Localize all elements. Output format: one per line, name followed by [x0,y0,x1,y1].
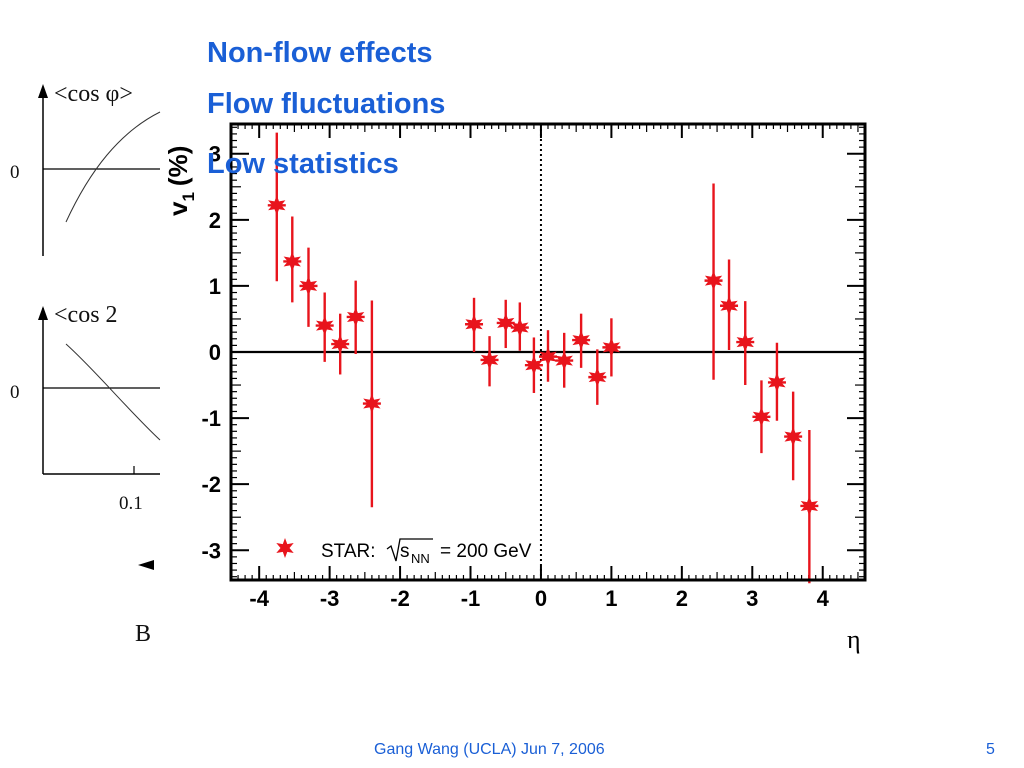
bg-mid-arrow-icon [38,306,48,320]
x-tick-label: 2 [676,586,688,611]
y-tick-label: -2 [201,472,221,497]
y-tick-label: -3 [201,538,221,563]
y-tick-label: 3 [209,142,221,167]
svg-text:v1(%): v1 (%) [163,146,198,216]
bg-bottom-letter: B [135,621,151,647]
x-tick-label: -1 [461,586,481,611]
data-point [572,330,590,351]
bg-top-curve [65,111,161,223]
y-label-unit: (%) [163,146,193,186]
data-point [768,372,786,393]
bullet-flow-fluctuations: Flow fluctuations [207,88,446,120]
data-point [720,295,738,316]
bg-mid-x-tick-label: 0.1 [119,493,143,514]
tick-labels: -4 -3 -2 -1 0 1 2 3 4 -3 -2 -1 0 1 2 3 [201,142,829,611]
data-point [480,349,499,370]
x-tick-label: 4 [817,586,830,611]
data-point [555,350,573,371]
legend-marker-icon [276,538,294,558]
data-point [752,406,771,427]
legend-label-prefix: STAR: [321,541,376,562]
legend-star [276,538,294,558]
data-point [331,334,349,355]
data-point [316,315,334,336]
footer-text: Gang Wang (UCLA) Jun 7, 2006 [374,741,605,758]
y-tick-label: 1 [209,274,221,299]
y-tick-label: 0 [209,340,221,365]
data-point [363,393,381,414]
data-point [465,314,483,335]
y-axis-label: v1 (%) [163,146,198,216]
data-point [539,346,557,367]
y-label-main: v [163,201,193,216]
x-axis-label: η [847,625,861,654]
data-point [784,426,802,447]
data-point [497,312,515,333]
legend-sqrt-sub: NN [411,551,430,566]
x-tick-label: -3 [320,586,340,611]
x-tick-label: 1 [605,586,617,611]
data-point [347,307,365,327]
plot-frame [229,122,867,582]
bg-top-zero-label: 0 [10,162,20,183]
data-point [800,496,818,516]
y-tick-label: -1 [201,406,221,431]
bg-left-arrow-icon [138,560,154,570]
bg-mid-label: <cos 2 [54,302,118,328]
bg-top-label: <cos φ> [54,81,133,107]
bg-mid-curve [65,343,161,441]
legend-sqrt-icon [386,538,433,562]
bullet-low-statistics: Low statistics [207,148,399,180]
legend-sqrt-s: s [400,541,410,562]
bg-mid-zero-label: 0 [10,382,20,403]
data-point [268,195,286,216]
chart-backdrop [163,102,875,662]
data-point [511,317,529,338]
data-point [299,275,318,296]
data-point [588,367,606,388]
y-label-sub: 1 [179,192,198,201]
page-number: 5 [986,741,995,758]
x-tick-label: 3 [746,586,758,611]
bg-top-arrow-icon [38,84,48,98]
data-points [267,132,819,584]
legend: STAR: s NN = 200 GeV [276,538,532,566]
data-point [602,337,621,358]
x-tick-label: -2 [390,586,410,611]
data-point [525,355,543,376]
y-tick-label: 2 [209,208,221,233]
legend-label-suffix: = 200 GeV [440,541,532,562]
x-tick-label: 0 [535,586,547,611]
bullet-non-flow: Non-flow effects [207,37,433,69]
data-point [283,251,301,272]
x-tick-label: -4 [249,586,269,611]
data-point [736,332,754,353]
data-point [704,270,723,291]
